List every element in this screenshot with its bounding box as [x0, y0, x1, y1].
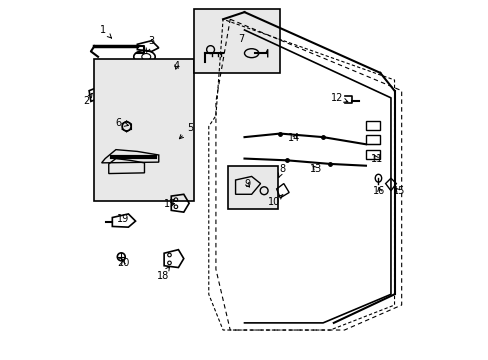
Text: 8: 8 [278, 164, 285, 177]
Bar [228, 166, 278, 208]
Text: 6: 6 [116, 118, 128, 128]
Text: 2: 2 [83, 93, 92, 107]
Text: 16: 16 [373, 186, 385, 196]
Text: 7: 7 [237, 34, 244, 44]
Bar [365, 121, 380, 130]
Text: 18: 18 [157, 267, 169, 281]
Text: 12: 12 [330, 93, 347, 103]
Text: 19: 19 [117, 214, 129, 224]
Text: 14: 14 [288, 133, 300, 143]
Text: 17: 17 [163, 199, 176, 209]
Bar [94, 59, 194, 202]
Text: 11: 11 [370, 154, 382, 163]
Text: 20: 20 [117, 258, 129, 268]
Text: 3: 3 [146, 36, 154, 52]
Text: 10: 10 [268, 194, 283, 207]
Text: 4: 4 [173, 61, 179, 71]
Text: 9: 9 [244, 179, 250, 189]
Text: 15: 15 [392, 186, 404, 197]
Text: 5: 5 [179, 123, 193, 139]
Bar [365, 150, 380, 158]
Bar [365, 135, 380, 144]
Text: 13: 13 [309, 164, 322, 174]
Bar [194, 9, 280, 73]
Text: 1: 1 [100, 25, 111, 38]
